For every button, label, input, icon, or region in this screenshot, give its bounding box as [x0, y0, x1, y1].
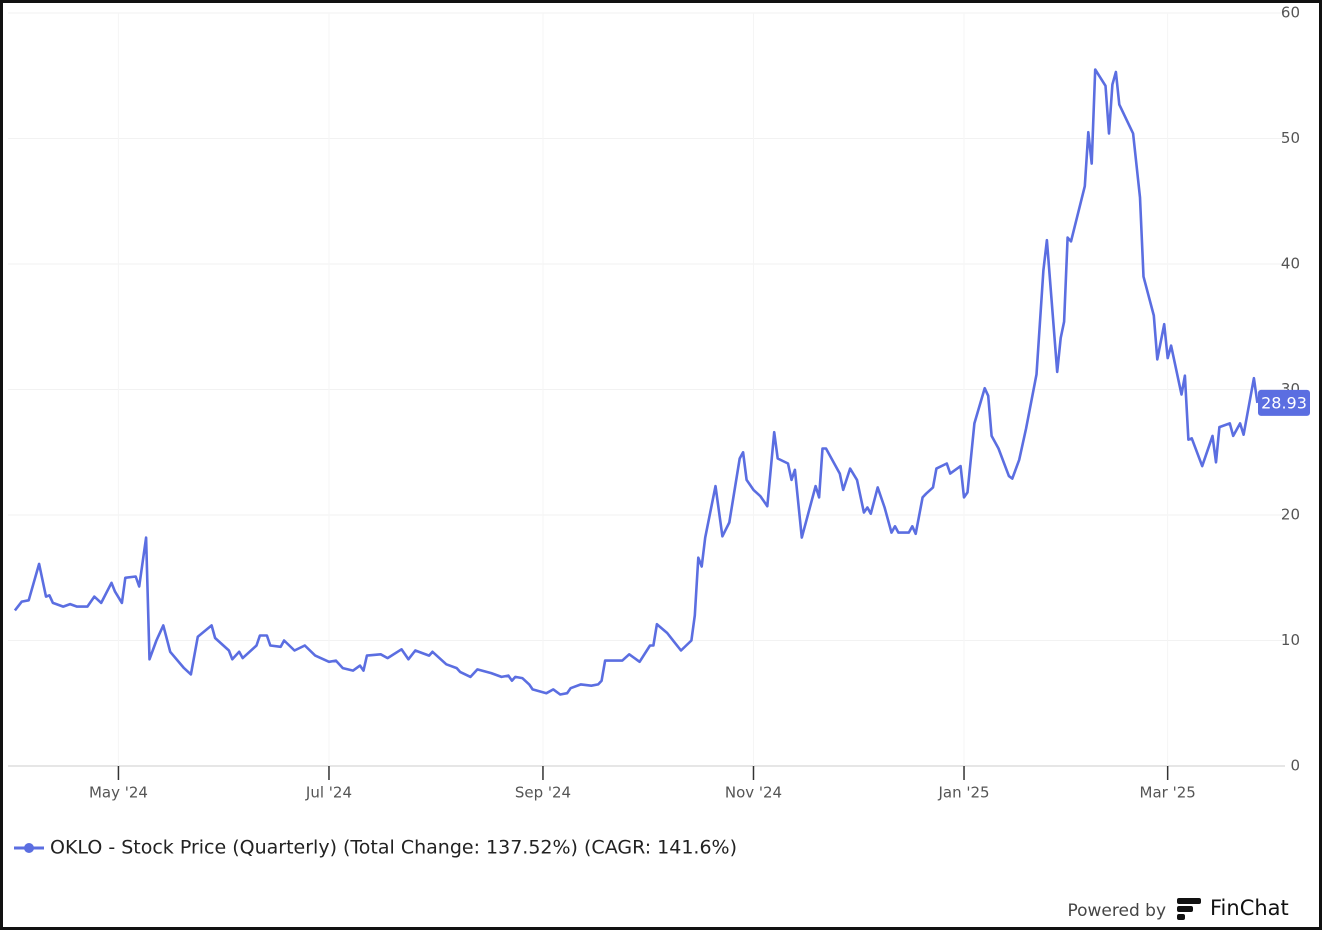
- y-tick-label: 10: [1281, 631, 1300, 649]
- x-tick-label: Nov '24: [725, 784, 782, 802]
- y-tick-label: 0: [1290, 757, 1300, 775]
- y-tick-label: 60: [1281, 4, 1300, 22]
- powered-by: Powered by: [1067, 901, 1166, 921]
- legend-label: OKLO - Stock Price (Quarterly) (Total Ch…: [50, 837, 737, 859]
- x-tick-label: Mar '25: [1140, 784, 1196, 802]
- price-line: [13, 68, 1259, 696]
- x-tick-label: Jul '24: [305, 784, 352, 802]
- legend-marker: [24, 843, 34, 853]
- x-tick-label: Jan '25: [937, 784, 989, 802]
- y-tick-label: 40: [1281, 255, 1300, 273]
- plot: 28.93: [13, 68, 1310, 696]
- grid: [8, 12, 1285, 767]
- y-tick-label: 50: [1281, 129, 1300, 147]
- x-tick-label: May '24: [89, 784, 148, 802]
- y-tick-label: 20: [1281, 506, 1300, 524]
- last-value-badge: [1258, 389, 1310, 416]
- brand: FinChat: [1210, 896, 1289, 920]
- finchat-logo: [1177, 898, 1201, 920]
- last-value-label: 28.93: [1261, 393, 1307, 412]
- x-tick-label: Sep '24: [515, 784, 571, 802]
- legend[interactable]: OKLO - Stock Price (Quarterly) (Total Ch…: [14, 837, 737, 859]
